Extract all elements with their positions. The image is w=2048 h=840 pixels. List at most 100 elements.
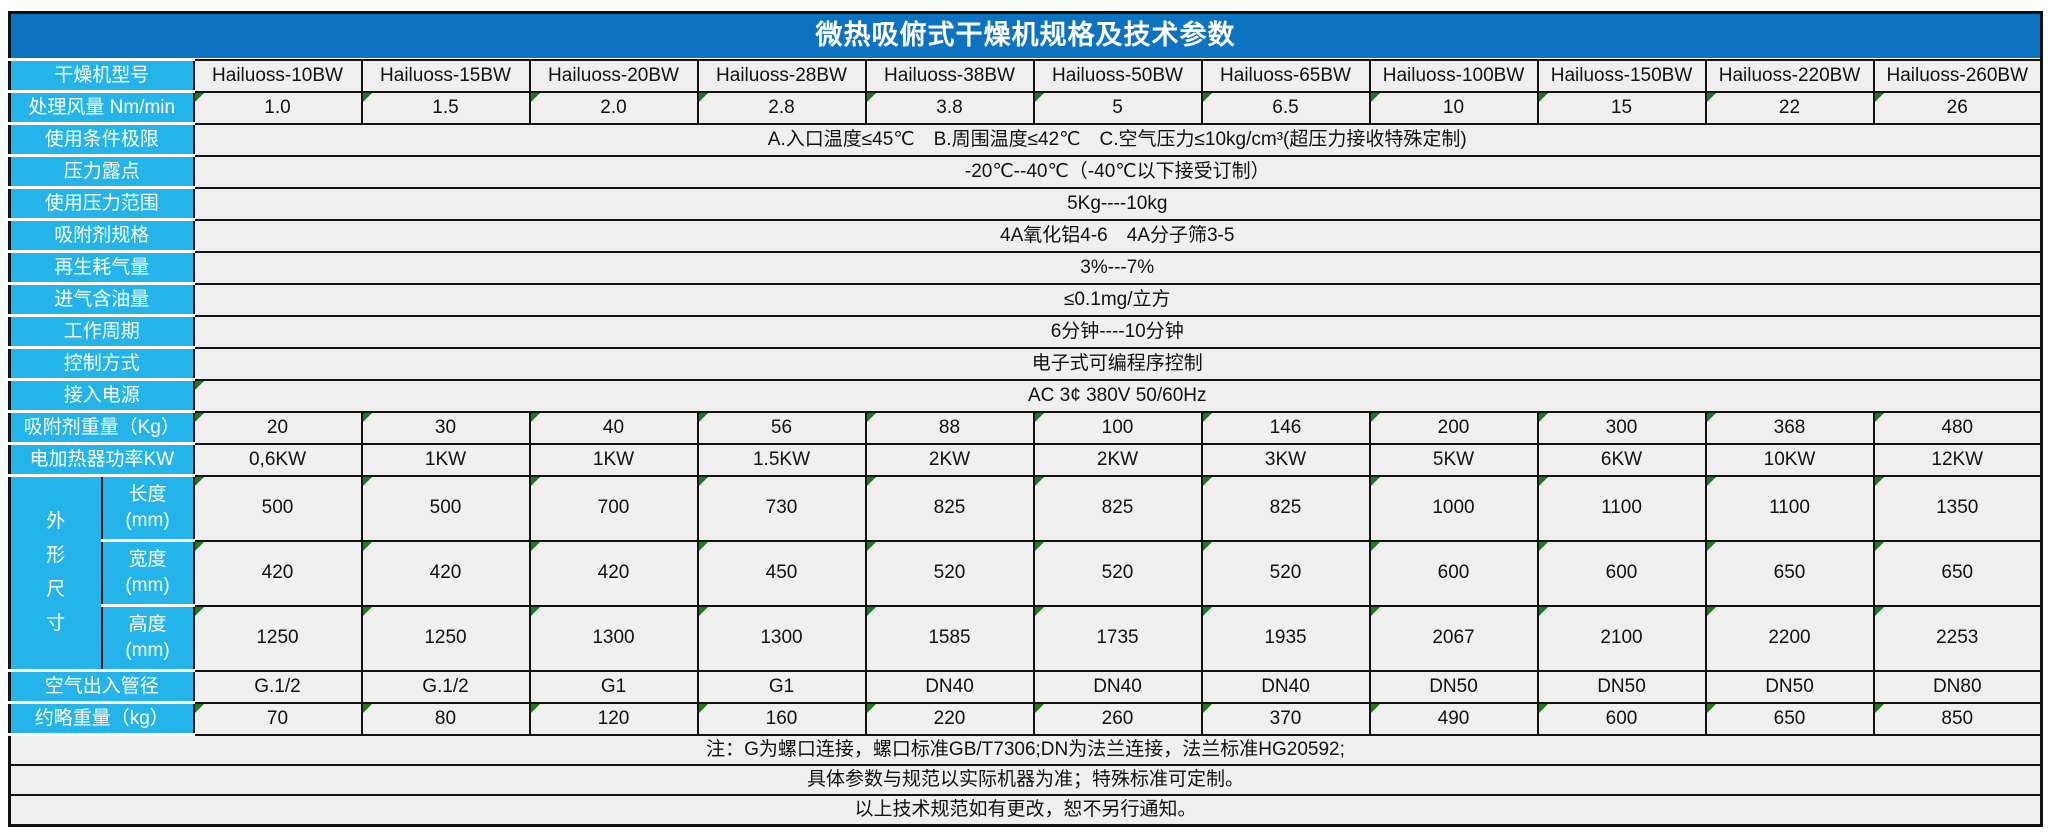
dimension-sub-label: 宽度 (mm) — [100, 539, 195, 607]
spec-cell: 100 — [1032, 410, 1203, 445]
model-name: Hailuoss-50BW — [1032, 58, 1203, 93]
spec-cell: 6.5 — [1200, 90, 1371, 125]
row-label: 约略重量（kg） — [8, 701, 195, 736]
spec-cell: G1 — [696, 669, 867, 704]
spec-cell: 1250 — [360, 604, 531, 672]
spec-cell: DN40 — [864, 669, 1035, 704]
spec-merged-cell: 4A氧化铝4-6 4A分子筛3-5 — [192, 218, 2043, 253]
model-name: Hailuoss-150BW — [1536, 58, 1707, 93]
row-label: 压力露点 — [8, 154, 195, 189]
spec-cell: 825 — [1200, 474, 1371, 542]
spec-cell: DN50 — [1368, 669, 1539, 704]
spec-cell: 2.8 — [696, 90, 867, 125]
merged-row: 使用条件极限 A.入口温度≤45℃ B.周围温度≤42℃ C.空气压力≤10kg/… — [8, 122, 2043, 157]
row-label: 控制方式 — [8, 346, 195, 381]
spec-cell: 1.0 — [192, 90, 363, 125]
models-row: 干燥机型号 Hailuoss-10BW Hailuoss-15BW Hailuoss-… — [8, 58, 2043, 93]
dimension-row: 外 形 尺 寸长度 (mm) 500 500 700 730 825 825 825 1000 1… — [8, 474, 2043, 672]
model-name: Hailuoss-38BW — [864, 58, 1035, 93]
row-label: 工作周期 — [8, 314, 195, 349]
spec-merged-cell: -20℃--40℃（-40℃以下接受订制） — [192, 154, 2043, 189]
spec-cell: 650 — [1872, 539, 2043, 607]
spec-cell: 420 — [192, 539, 363, 607]
spec-cell: 370 — [1200, 701, 1371, 736]
spec-cell: 80 — [360, 701, 531, 736]
spec-cell: G.1/2 — [360, 669, 531, 704]
spec-merged-cell: AC 3¢ 380V 50/60Hz — [192, 378, 2043, 413]
values-row: 空气出入管径 G.1/2 G.1/2 G1 G1 DN40 DN40 DN40 DN50 DN50… — [8, 669, 2043, 704]
spec-cell: 420 — [360, 539, 531, 607]
spec-cell: 70 — [192, 701, 363, 736]
spec-cell: DN80 — [1872, 669, 2043, 704]
dimension-row: 高度 (mm) 1250 1250 1300 1300 1585 1735 1935 2067 2… — [10, 604, 2043, 672]
model-name: Hailuoss-220BW — [1704, 58, 1875, 93]
spec-cell: 1300 — [528, 604, 699, 672]
model-name: Hailuoss-65BW — [1200, 58, 1371, 93]
spec-cell: DN40 — [1200, 669, 1371, 704]
spec-cell: 2200 — [1704, 604, 1875, 672]
spec-cell: 15 — [1536, 90, 1707, 125]
spec-table: 微热吸俯式干燥机规格及技术参数 干燥机型号 Hailuoss-10BW Hailuo… — [8, 11, 2043, 827]
spec-cell: 730 — [696, 474, 867, 542]
note-row: 以上技术规范如有更改，恕不另行通知。 — [8, 794, 2043, 827]
spec-cell: 1.5 — [360, 90, 531, 125]
row-label: 电加热器功率KW — [8, 442, 195, 477]
dimension-sub-label: 长度 (mm) — [100, 474, 195, 542]
spec-cell: 10KW — [1704, 442, 1875, 477]
dimension-group-label: 外 形 尺 寸 — [8, 474, 103, 672]
spec-cell: G.1/2 — [192, 669, 363, 704]
spec-cell: 825 — [864, 474, 1035, 542]
merged-row: 工作周期 6分钟----10分钟 — [8, 314, 2043, 349]
note-row: 具体参数与规范以实际机器为准；特殊标准可定制。 — [8, 764, 2043, 796]
row-label: 吸附剂重量（Kg） — [8, 410, 195, 445]
row-label: 处理风量 Nm/min — [8, 90, 195, 125]
spec-cell: 1100 — [1536, 474, 1707, 542]
spec-cell: 520 — [1200, 539, 1371, 607]
row-label: 使用压力范围 — [8, 186, 195, 221]
spec-cell: 88 — [864, 410, 1035, 445]
footnote: 具体参数与规范以实际机器为准；特殊标准可定制。 — [8, 764, 2043, 796]
row-label: 进气含油量 — [8, 282, 195, 317]
spec-cell: 1KW — [360, 442, 531, 477]
spec-cell: 6KW — [1536, 442, 1707, 477]
spec-cell: 850 — [1872, 701, 2043, 736]
note-row: 注：G为螺口连接，螺口标准GB/T7306;DN为法兰连接，法兰标准HG2059… — [8, 733, 2043, 766]
spec-merged-cell: 5Kg----10kg — [192, 186, 2043, 221]
spec-cell: DN40 — [1032, 669, 1203, 704]
spec-cell: DN50 — [1704, 669, 1875, 704]
spec-cell: 3.8 — [864, 90, 1035, 125]
spec-cell: 160 — [696, 701, 867, 736]
spec-cell: 500 — [360, 474, 531, 542]
spec-cell: 1735 — [1032, 604, 1203, 672]
spec-cell: 520 — [1032, 539, 1203, 607]
spec-cell: 12KW — [1872, 442, 2043, 477]
row-label: 接入电源 — [8, 378, 195, 413]
row-label: 干燥机型号 — [8, 58, 195, 93]
spec-cell: 1100 — [1704, 474, 1875, 542]
spec-merged-cell: 6分钟----10分钟 — [192, 314, 2043, 349]
spec-cell: 1935 — [1200, 604, 1371, 672]
spec-cell: 22 — [1704, 90, 1875, 125]
spec-cell: 200 — [1368, 410, 1539, 445]
spec-merged-cell: 3%---7% — [192, 250, 2043, 285]
spec-merged-cell: ≤0.1mg/立方 — [192, 282, 2043, 317]
spec-cell: 56 — [696, 410, 867, 445]
spec-cell: 1KW — [528, 442, 699, 477]
spec-cell: 1.5KW — [696, 442, 867, 477]
spec-cell: 1000 — [1368, 474, 1539, 542]
spec-cell: 420 — [528, 539, 699, 607]
spec-cell: 1585 — [864, 604, 1035, 672]
row-label: 吸附剂规格 — [8, 218, 195, 253]
spec-cell: 20 — [192, 410, 363, 445]
spec-cell: 600 — [1536, 539, 1707, 607]
spec-cell: 825 — [1032, 474, 1203, 542]
spec-cell: 0,6KW — [192, 442, 363, 477]
spec-cell: 120 — [528, 701, 699, 736]
spec-merged-cell: A.入口温度≤45℃ B.周围温度≤42℃ C.空气压力≤10kg/cm³(超压… — [192, 122, 2043, 157]
model-name: Hailuoss-15BW — [360, 58, 531, 93]
spec-cell: 10 — [1368, 90, 1539, 125]
merged-row: 使用压力范围 5Kg----10kg — [8, 186, 2043, 221]
spec-cell: 300 — [1536, 410, 1707, 445]
model-name: Hailuoss-20BW — [528, 58, 699, 93]
row-label: 空气出入管径 — [8, 669, 195, 704]
